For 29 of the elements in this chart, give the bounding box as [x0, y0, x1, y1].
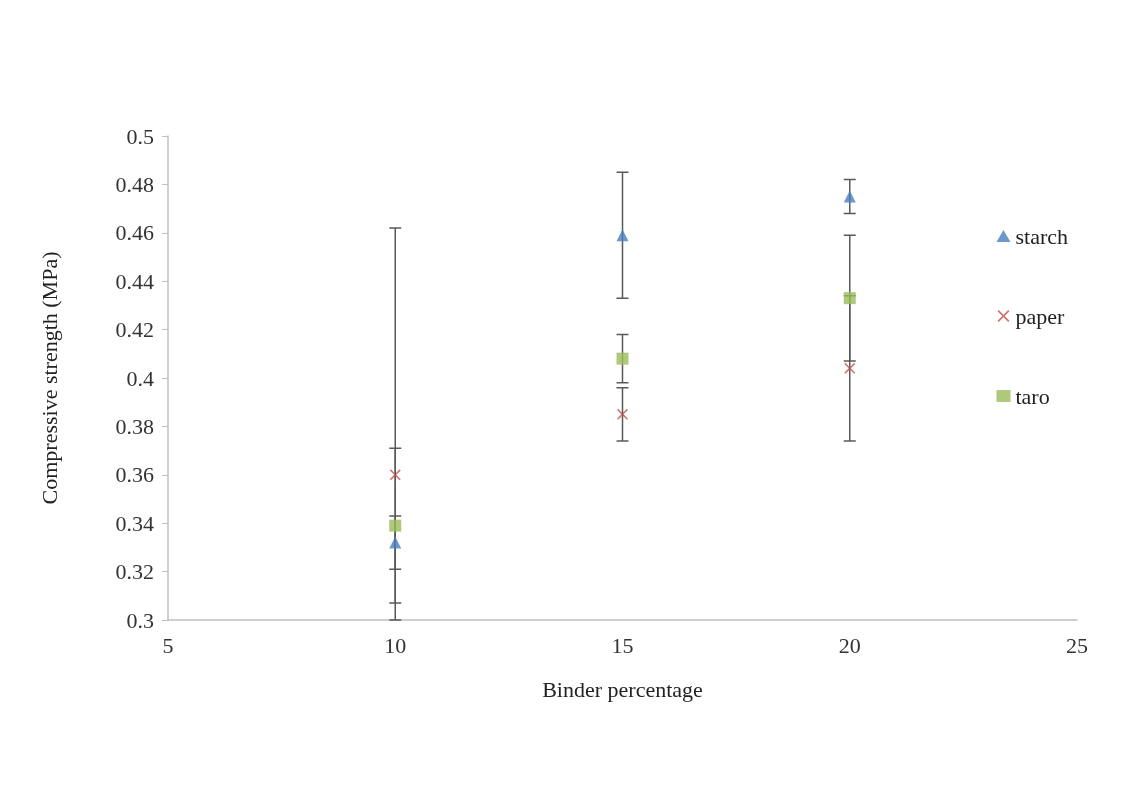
x-tick-label: 5: [162, 632, 174, 658]
y-tick-label: 0.34: [115, 510, 154, 536]
legend-label: starch: [1015, 223, 1068, 249]
legend-label: paper: [1015, 303, 1065, 329]
y-tick-label: 0.32: [115, 559, 154, 585]
y-tick-label: 0.38: [115, 413, 154, 439]
x-tick-label: 15: [611, 632, 634, 658]
y-tick-label: 0.42: [115, 317, 154, 343]
point: [616, 229, 629, 242]
x-tick-label: 10: [384, 632, 407, 658]
point: [389, 519, 402, 532]
legend-label: taro: [1015, 383, 1050, 409]
point: [843, 292, 856, 305]
point: [844, 362, 856, 374]
x-tick-label: 25: [1066, 632, 1088, 658]
point: [617, 408, 628, 420]
x-tick-label: 20: [838, 632, 861, 658]
y-tick-label: 0.44: [115, 268, 154, 294]
y-tick-label: 0.4: [126, 365, 154, 391]
y-axis-title: Compressive strength (MPa): [36, 251, 62, 505]
y-tick-label: 0.46: [115, 220, 154, 246]
point: [616, 352, 629, 365]
point: [389, 469, 401, 481]
x-axis-title: Binder percentage: [542, 676, 703, 702]
y-tick-label: 0.3: [126, 607, 154, 633]
y-tick-label: 0.36: [115, 462, 154, 488]
y-tick-label: 0.48: [115, 171, 154, 197]
y-tick-label: 0.5: [126, 123, 154, 149]
point: [389, 536, 402, 549]
